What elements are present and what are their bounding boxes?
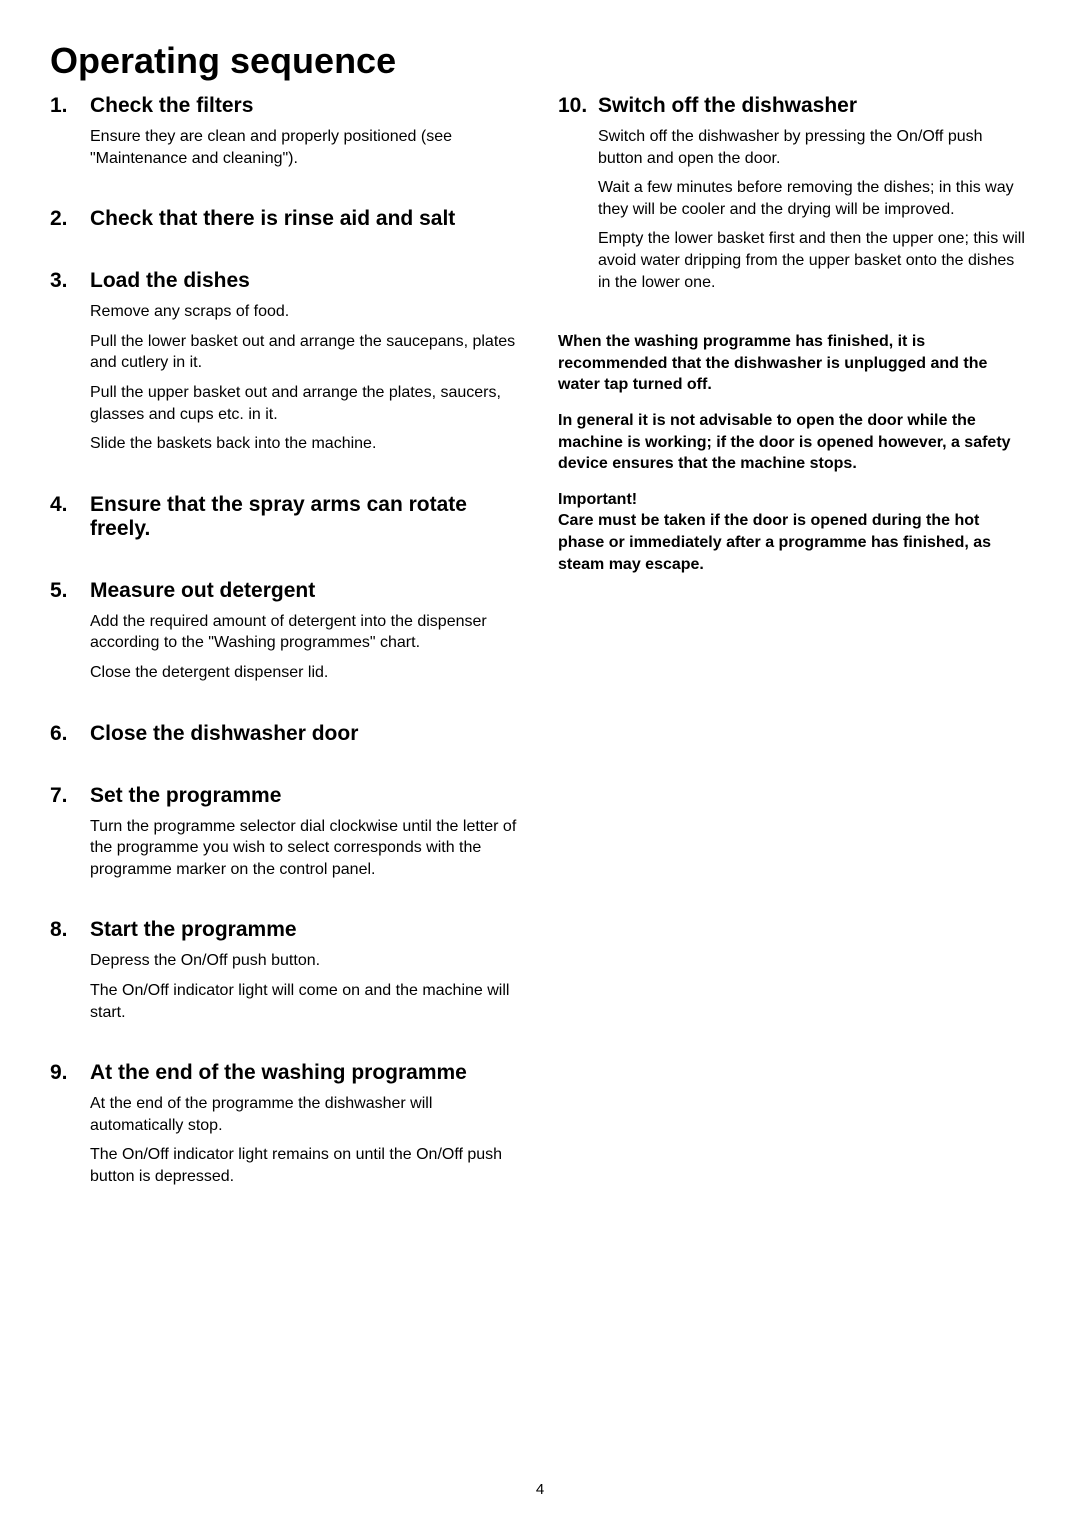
step-paragraph: Wait a few minutes before removing the d… [598,177,1030,220]
step-paragraph: Remove any scraps of food. [90,301,522,323]
step: 7.Set the programme Turn the programme se… [50,784,522,881]
step-paragraph: Ensure they are clean and properly posit… [90,126,522,169]
step-body: Add the required amount of detergent int… [90,611,522,684]
step-number: 4. [50,493,90,517]
step-paragraph: At the end of the programme the dishwash… [90,1093,522,1136]
step-paragraph: Close the detergent dispenser lid. [90,662,522,684]
left-column: 1.Check the filters Ensure they are clean… [50,94,522,1225]
step-number: 6. [50,722,90,746]
step-header: 1.Check the filters [50,94,522,118]
step-body: Remove any scraps of food. Pull the lower… [90,301,522,455]
step: 3.Load the dishes Remove any scraps of fo… [50,269,522,455]
step-header: 4.Ensure that the spray arms can rotate … [50,493,522,541]
page-title: Operating sequence [50,40,1030,82]
step-header: 5.Measure out detergent [50,579,522,603]
step-title: Close the dishwasher door [90,722,522,746]
step: 10.Switch off the dishwasherSwitch off t… [558,94,1030,293]
step-number: 7. [50,784,90,808]
step-title: Check the filters [90,94,522,118]
step: 1.Check the filters Ensure they are clean… [50,94,522,169]
note-paragraph: When the washing programme has finished,… [558,331,1030,396]
step-paragraph: Empty the lower basket first and then th… [598,228,1030,293]
step-body: Ensure they are clean and properly posit… [90,126,522,169]
step-header: 7.Set the programme [50,784,522,808]
step-paragraph: The On/Off indicator light will come on … [90,980,522,1023]
step-paragraph: Switch off the dishwasher by pressing th… [598,126,1030,169]
step-paragraph: Depress the On/Off push button. [90,950,522,972]
step-body: Switch off the dishwasher by pressing th… [598,126,1030,293]
step-header: 8.Start the programme [50,918,522,942]
page: Operating sequence 1.Check the filters En… [0,0,1080,1526]
right-column: 10.Switch off the dishwasherSwitch off t… [558,94,1030,1225]
step-header: 3.Load the dishes [50,269,522,293]
notes: When the washing programme has finished,… [558,331,1030,575]
step-title: Measure out detergent [90,579,522,603]
step-title: Set the programme [90,784,522,808]
step-title: Load the dishes [90,269,522,293]
step: 5.Measure out detergent Add the required … [50,579,522,684]
step-title: Ensure that the spray arms can rotate fr… [90,493,522,541]
step-number: 1. [50,94,90,118]
step-number: 10. [558,94,598,118]
step: 4.Ensure that the spray arms can rotate … [50,493,522,541]
step-number: 9. [50,1061,90,1085]
step-number: 2. [50,207,90,231]
step-number: 5. [50,579,90,603]
step-header: 6.Close the dishwasher door [50,722,522,746]
step-body: Depress the On/Off push button. The On/Of… [90,950,522,1023]
step-title: Check that there is rinse aid and salt [90,207,522,231]
step-paragraph: The On/Off indicator light remains on un… [90,1144,522,1187]
step-paragraph: Pull the lower basket out and arrange th… [90,331,522,374]
step-title: Start the programme [90,918,522,942]
step-paragraph: Add the required amount of detergent int… [90,611,522,654]
step-title: Switch off the dishwasher [598,94,1030,118]
step-paragraph: Turn the programme selector dial clockwi… [90,816,522,881]
step-header: 2.Check that there is rinse aid and salt [50,207,522,231]
step-header: 9.At the end of the washing programme [50,1061,522,1085]
step: 8.Start the programme Depress the On/Off … [50,918,522,1023]
step: 2.Check that there is rinse aid and salt [50,207,522,231]
step-paragraph: Slide the baskets back into the machine. [90,433,522,455]
step-paragraph: Pull the upper basket out and arrange th… [90,382,522,425]
step-number: 3. [50,269,90,293]
page-number: 4 [0,1481,1080,1498]
step-number: 8. [50,918,90,942]
step: 6.Close the dishwasher door [50,722,522,746]
note-paragraph: In general it is not advisable to open t… [558,410,1030,475]
step: 9.At the end of the washing programmeAt … [50,1061,522,1187]
step-header: 10.Switch off the dishwasher [558,94,1030,118]
note-paragraph: Important!Care must be taken if the door… [558,489,1030,575]
step-body: Turn the programme selector dial clockwi… [90,816,522,881]
step-body: At the end of the programme the dishwash… [90,1093,522,1187]
columns: 1.Check the filters Ensure they are clean… [50,94,1030,1225]
step-title: At the end of the washing programme [90,1061,522,1085]
